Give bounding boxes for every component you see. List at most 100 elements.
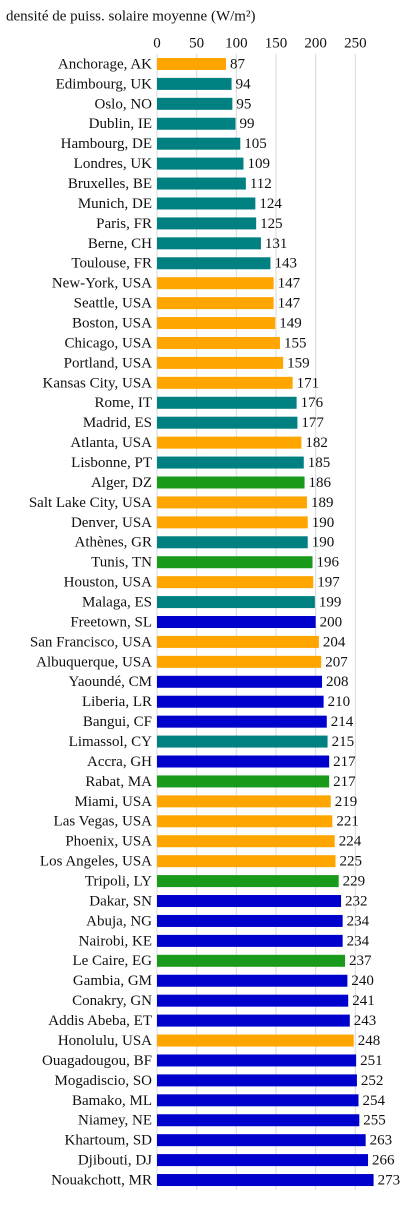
bar bbox=[157, 914, 343, 927]
value-label: 232 bbox=[345, 893, 368, 909]
bar bbox=[157, 1174, 374, 1187]
y-tick-label: Denver, USA bbox=[71, 515, 152, 531]
bar bbox=[157, 895, 342, 908]
y-tick-label: Chicago, USA bbox=[65, 335, 153, 351]
value-label: 190 bbox=[312, 535, 335, 551]
y-tick-label: Lisbonne, PT bbox=[71, 455, 152, 471]
y-tick-label: Bangui, CF bbox=[83, 714, 152, 730]
value-label: 217 bbox=[333, 754, 356, 770]
y-tick-label: Liberia, LR bbox=[82, 694, 152, 710]
bar bbox=[157, 735, 328, 748]
y-tick-label: Albuquerque, USA bbox=[36, 654, 152, 670]
y-tick-label: Malaga, ES bbox=[82, 595, 152, 611]
value-label: 196 bbox=[316, 555, 339, 571]
y-tick-label: Niamey, NE bbox=[78, 1113, 152, 1129]
y-tick-label: Khartoum, SD bbox=[65, 1133, 153, 1149]
y-tick-label: Seattle, USA bbox=[74, 296, 152, 312]
bar bbox=[157, 177, 246, 190]
value-label: 237 bbox=[349, 953, 372, 969]
value-label: 263 bbox=[370, 1133, 393, 1149]
y-tick-label: Dublin, IE bbox=[89, 116, 152, 132]
y-tick-label: Nairobi, KE bbox=[79, 933, 152, 949]
value-label: 124 bbox=[259, 196, 282, 212]
x-tick-label: 200 bbox=[304, 35, 327, 51]
y-tick-label: Le Caire, EG bbox=[72, 953, 152, 969]
x-tick-label: 0 bbox=[153, 35, 161, 51]
bar bbox=[157, 336, 280, 349]
bar bbox=[157, 396, 297, 409]
value-label: 109 bbox=[247, 156, 270, 172]
value-label: 190 bbox=[312, 515, 335, 531]
chart-title: densité de puiss. solaire moyenne (W/m²) bbox=[6, 8, 255, 24]
bar bbox=[157, 775, 330, 788]
value-label: 214 bbox=[331, 714, 354, 730]
y-tick-label: Rome, IT bbox=[95, 395, 153, 411]
value-label: 99 bbox=[240, 116, 255, 132]
bar bbox=[157, 1014, 350, 1027]
value-label: 208 bbox=[326, 674, 349, 690]
bar bbox=[157, 376, 293, 389]
value-label: 252 bbox=[361, 1073, 384, 1089]
bar bbox=[157, 197, 256, 210]
bar bbox=[157, 556, 313, 569]
y-tick-label: New-York, USA bbox=[52, 276, 152, 292]
value-label: 243 bbox=[354, 1013, 377, 1029]
value-label: 251 bbox=[360, 1053, 383, 1069]
y-tick-label: Ouagadougou, BF bbox=[42, 1053, 152, 1069]
bar bbox=[157, 416, 298, 429]
bar bbox=[157, 1034, 354, 1047]
bar bbox=[157, 476, 305, 489]
y-tick-label: Accra, GH bbox=[87, 754, 152, 770]
bar bbox=[157, 1114, 360, 1127]
bar bbox=[157, 1074, 357, 1087]
value-label: 147 bbox=[278, 296, 301, 312]
bar bbox=[157, 157, 244, 170]
bar bbox=[157, 675, 323, 688]
x-tick-label: 50 bbox=[189, 35, 204, 51]
bar bbox=[157, 695, 324, 708]
value-label: 95 bbox=[236, 96, 251, 112]
y-tick-label: Abuja, NG bbox=[86, 913, 152, 929]
value-label: 248 bbox=[358, 1033, 381, 1049]
value-label: 189 bbox=[311, 495, 334, 511]
y-tick-label: Conakry, GN bbox=[72, 993, 152, 1009]
value-label: 185 bbox=[308, 455, 331, 471]
y-tick-label: Dakar, SN bbox=[89, 893, 152, 909]
value-label: 94 bbox=[236, 76, 252, 92]
bar bbox=[157, 835, 335, 848]
value-label: 255 bbox=[363, 1113, 386, 1129]
y-tick-label: Londres, UK bbox=[74, 156, 152, 172]
value-label: 207 bbox=[325, 654, 348, 670]
value-label: 125 bbox=[260, 216, 283, 232]
value-label: 176 bbox=[301, 395, 324, 411]
value-label: 147 bbox=[278, 276, 301, 292]
value-label: 266 bbox=[372, 1153, 395, 1169]
y-tick-label: Anchorage, AK bbox=[58, 56, 152, 72]
x-tick-label: 100 bbox=[225, 35, 248, 51]
value-label: 210 bbox=[328, 694, 351, 710]
y-tick-label: Mogadiscio, SO bbox=[55, 1073, 153, 1089]
y-tick-label: San Francisco, USA bbox=[30, 634, 152, 650]
bar bbox=[157, 994, 349, 1007]
bar bbox=[157, 57, 227, 70]
bar bbox=[157, 815, 333, 828]
bar bbox=[157, 635, 319, 648]
value-label: 254 bbox=[363, 1093, 386, 1109]
value-label: 225 bbox=[340, 854, 363, 870]
bar bbox=[157, 77, 232, 90]
bar bbox=[157, 855, 336, 868]
value-label: 182 bbox=[305, 435, 328, 451]
bar bbox=[157, 875, 339, 888]
value-label: 155 bbox=[284, 335, 307, 351]
y-tick-label: Phoenix, USA bbox=[65, 834, 152, 850]
value-label: 234 bbox=[347, 913, 370, 929]
value-label: 200 bbox=[320, 614, 343, 630]
y-tick-label: Madrid, ES bbox=[83, 415, 152, 431]
value-label: 219 bbox=[335, 794, 358, 810]
y-tick-label: Tunis, TN bbox=[91, 555, 152, 571]
y-tick-label: Berne, CH bbox=[88, 236, 152, 252]
y-tick-label: Toulouse, FR bbox=[71, 256, 152, 272]
bar bbox=[157, 317, 276, 330]
y-tick-label: Oslo, NO bbox=[94, 96, 152, 112]
